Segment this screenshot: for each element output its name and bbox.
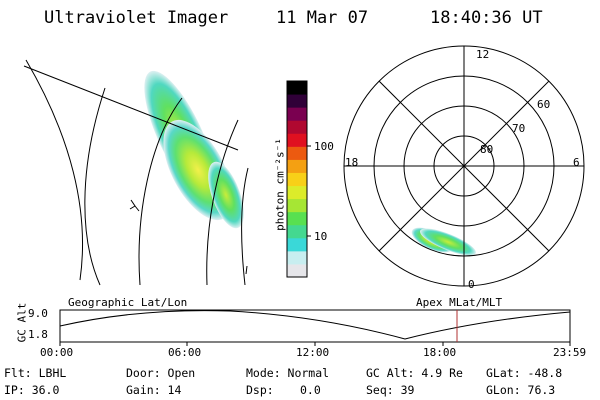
timeline-xtick-0600: 06:00 [168, 346, 202, 359]
seq-info: Seq: 39 [366, 383, 415, 397]
colorbar [286, 80, 311, 278]
altitude-trace [59, 310, 571, 340]
grid-line-lat [23, 65, 239, 151]
time-label: 18:40:36 UT [430, 8, 543, 28]
colorbar-tick-100: 100 [314, 140, 334, 153]
timeline-xtick-0000: 00:00 [40, 346, 74, 359]
ip-info: IP: 36.0 [4, 383, 60, 397]
door-info: Door: Open [126, 366, 196, 380]
gc-alt-info: GC Alt: 4.9 Re [366, 366, 463, 380]
colorbar-band [287, 94, 307, 108]
grid-line-lon-4 [206, 119, 239, 286]
polar-lat-60: 60 [537, 98, 551, 111]
polar-hour-6: 6 [573, 156, 580, 169]
colorbar-band [287, 133, 307, 147]
colorbar-band [287, 237, 307, 252]
colorbar-band [287, 159, 307, 173]
filter-info: Flt: LBHL [4, 366, 67, 380]
grid-line-lon-2 [84, 87, 106, 286]
colorbar-band [287, 198, 307, 213]
coastline-fragment [129, 199, 140, 212]
colorbar-band [287, 120, 307, 134]
polar-hour-12: 12 [476, 48, 490, 61]
colorbar-band [287, 172, 307, 187]
colorbar-band [287, 224, 307, 239]
timeline-left-title: Geographic Lat/Lon [68, 296, 188, 309]
polar-plot [343, 45, 585, 287]
timeline-right-title: Apex MLat/MLT [416, 296, 503, 309]
grid-line-lon-1 [25, 59, 84, 281]
timeline-ylabel: GC Alt [15, 302, 29, 343]
colorbar-band [287, 250, 307, 265]
colorbar-band [287, 81, 307, 95]
timeline-xtick-2359: 23:59 [553, 346, 587, 359]
grid-line-lon-5 [241, 167, 249, 286]
polar-lat-80: 80 [480, 143, 494, 156]
polar-hour-0: 0 [468, 278, 475, 291]
colorbar-band [287, 107, 307, 121]
timeline-xtick-1200: 12:00 [296, 346, 330, 359]
timeline-ytick-9: 9.0 [28, 307, 48, 320]
dsp-value: 0.0 [300, 383, 321, 397]
glon-info: GLon: 76.3 [486, 383, 556, 397]
colorbar-band [287, 211, 307, 226]
app-title: Ultraviolet Imager [44, 8, 229, 28]
colorbar-band [287, 146, 307, 160]
colorbar-tick-10: 10 [314, 230, 328, 243]
date-label: 11 Mar 07 [276, 8, 369, 28]
altitude-timeline [59, 309, 571, 346]
polar-lat-70: 70 [512, 122, 526, 135]
glat-info: GLat: -48.8 [486, 366, 563, 380]
colorbar-unit-label: photon cm⁻²s⁻¹ [273, 138, 287, 231]
coastline-fragment-2 [245, 265, 248, 275]
aurora-emission-east [208, 161, 244, 229]
polar-aurora-2 [420, 228, 476, 256]
mode-info: Mode: Normal [246, 366, 330, 380]
grid-line-lon-3 [138, 97, 183, 286]
geographic-image-panel [23, 59, 249, 286]
timeline-ytick-1: 1.8 [28, 328, 48, 341]
colorbar-band [287, 185, 307, 200]
timeline-xtick-1800: 18:00 [423, 346, 457, 359]
polar-hour-18: 18 [345, 156, 359, 169]
gain-info: Gain: 14 [126, 383, 182, 397]
dsp-label: Dsp: [246, 383, 274, 397]
colorbar-band [287, 263, 307, 278]
